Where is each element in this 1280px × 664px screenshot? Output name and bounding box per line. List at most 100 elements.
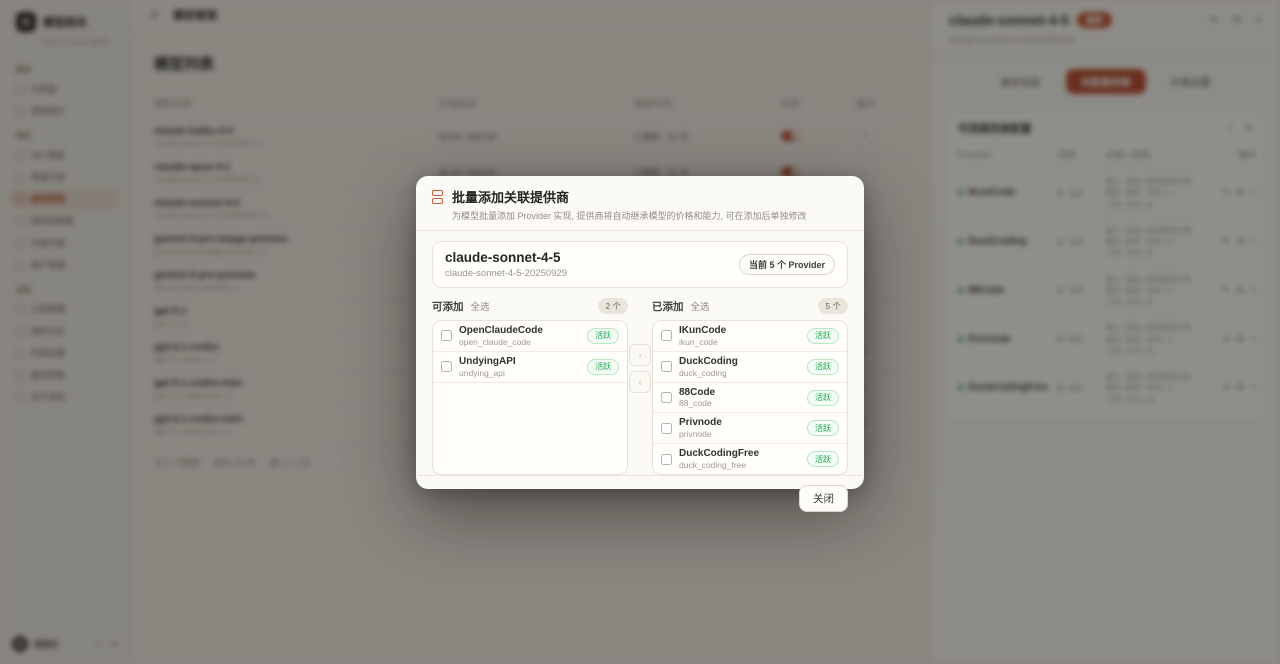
provider-row[interactable]: 88Code 0 · 0.2 输入 / 输出: 继承模型价格 缓存: 继承 · …	[958, 265, 1256, 315]
status-toggle[interactable]	[781, 166, 799, 177]
added-provider-item[interactable]: IKunCode ikun_code 活跃	[653, 321, 847, 352]
tab-linked-providers[interactable]: 关联提供商	[1065, 69, 1146, 94]
provider-row[interactable]: IKunCode 0 · 0.2 输入 / 输出: 继承模型价格 缓存: 继承 …	[958, 168, 1256, 217]
added-provider-item[interactable]: DuckCodingFree duck_coding_free 活跃	[653, 444, 847, 474]
target-model-card: claude-sonnet-4-5 claude-sonnet-4-5-2025…	[432, 241, 848, 288]
sidebar-item[interactable]: 备份恢复	[10, 365, 119, 385]
provider-delete-icon[interactable]: ×	[1250, 333, 1256, 344]
provider-checkbox[interactable]	[661, 361, 672, 373]
sidebar-item[interactable]: 渠道分组	[10, 167, 119, 187]
status-toggle[interactable]	[781, 130, 799, 141]
row-edit-icon[interactable]: ✎	[856, 127, 874, 146]
active-status-badge: 活跃	[587, 327, 619, 344]
provider-checkbox[interactable]	[441, 330, 452, 342]
provider-checkbox[interactable]	[661, 392, 672, 404]
nav-item-icon	[16, 194, 25, 204]
topbar-title: 模型管理	[172, 10, 217, 22]
table-row[interactable]: claude-haiku-4-5 claude-haiku-4-5-202510…	[154, 119, 906, 155]
provider-checkbox[interactable]	[441, 361, 452, 373]
provider-table-header: Provider 倍率 价格 / 说明 操作	[958, 149, 1256, 161]
sidebar-item[interactable]: API 渠道	[10, 145, 119, 165]
available-provider-item[interactable]: UndyingAPI undying_api 活跃	[433, 352, 627, 383]
sidebar-item[interactable]: 操作日志	[10, 321, 119, 341]
nav-item-icon	[16, 238, 25, 248]
provider-copy-icon[interactable]: ⧉	[1237, 284, 1244, 295]
close-button[interactable]: 关闭	[799, 485, 848, 512]
avatar: 管	[12, 636, 28, 652]
provider-row[interactable]: Privnode 0 · 0.2 输入 / 输出: 继承模型价格 缓存: 继承 …	[958, 314, 1256, 363]
sidebar-item[interactable]: 公告管理	[10, 299, 119, 319]
move-right-button[interactable]: ›	[629, 344, 651, 366]
sidebar-item[interactable]: 提供商管理	[10, 211, 119, 231]
provider-edit-icon[interactable]: ✎	[1222, 333, 1231, 344]
tab-basic-info[interactable]: 基本信息	[1000, 78, 1041, 89]
logout-icon[interactable]: ⇥	[109, 638, 117, 649]
batch-add-provider-modal: 批量添加关联提供商 为模型批量添加 Provider 实现, 提供商将自动继承模…	[416, 176, 864, 512]
active-status-badge: 活跃	[807, 420, 839, 437]
available-count-badge: 2 个	[598, 298, 628, 314]
available-select-all[interactable]: 全选	[470, 302, 490, 313]
provider-copy-icon[interactable]: ⧉	[1237, 333, 1244, 344]
sidebar: A 模型网关 Model Gateway 控制台 概览 仪表盘 使用统计 管理	[0, 0, 130, 664]
provider-delete-icon[interactable]: ×	[1250, 284, 1256, 295]
provider-delete-icon[interactable]: ×	[1250, 187, 1256, 198]
available-provider-item[interactable]: OpenClaudeCode open_claude_code 活跃	[433, 321, 627, 352]
active-status-badge: 活跃	[807, 451, 839, 468]
sidebar-item[interactable]: 仪表盘	[10, 79, 119, 99]
sidebar-item[interactable]: 关于系统	[10, 387, 119, 407]
sidebar-item[interactable]: 系统设置	[10, 343, 119, 363]
nav-item-icon	[16, 84, 25, 94]
available-column: 可添加 全选 2 个 OpenClaudeCode open_claude_co…	[432, 298, 628, 475]
provider-copy-icon[interactable]: ⧉	[1237, 236, 1244, 247]
available-provider-list: OpenClaudeCode open_claude_code 活跃 Undyi…	[432, 320, 628, 475]
tab-pricing[interactable]: 价格设置	[1170, 78, 1211, 89]
pagination-per-page[interactable]: 每页 20 条	[214, 457, 257, 468]
row-edit-icon[interactable]: ✎	[856, 163, 874, 182]
theme-toggle-icon[interactable]: ◐	[96, 638, 102, 649]
added-provider-item[interactable]: DuckCoding duck_coding 活跃	[653, 352, 847, 383]
app-subtitle: Model Gateway 控制台	[43, 39, 110, 46]
provider-checkbox[interactable]	[661, 422, 672, 434]
provider-edit-icon[interactable]: ✎	[1222, 382, 1231, 393]
panel-refresh-icon[interactable]: ⟳	[1232, 14, 1242, 26]
sidebar-item[interactable]: 模型管理	[10, 189, 119, 209]
app-name: 模型网关	[43, 17, 87, 29]
copy-icon[interactable]: ⧉	[1067, 35, 1074, 45]
provider-copy-icon[interactable]: ⧉	[1237, 382, 1244, 393]
nav-item-icon	[16, 326, 25, 336]
added-column: 已添加 全选 5 个 IKunCode ikun_code	[652, 298, 848, 475]
modal-title: 批量添加关联提供商	[452, 190, 570, 205]
nav-group-label: 系统	[16, 285, 31, 294]
provider-row[interactable]: DuckCoding 0 · 0.2 输入 / 输出: 继承模型价格 缓存: 继…	[958, 216, 1256, 266]
added-count-badge: 5 个	[818, 298, 848, 314]
target-model-id: claude-sonnet-4-5-20250929	[445, 268, 568, 279]
provider-copy-icon[interactable]: ⧉	[1237, 187, 1244, 198]
panel-model-title: claude-sonnet-4-5	[949, 12, 1069, 28]
panel-edit-icon[interactable]: ✎	[1209, 14, 1218, 26]
next-page-button[interactable]: ›	[324, 453, 343, 471]
provider-row[interactable]: DuckCodingFree 0 · 0.2 输入 / 输出: 继承模型价格 缓…	[958, 363, 1256, 412]
added-provider-item[interactable]: Privnode privnode 活跃	[653, 413, 847, 445]
provider-checkbox[interactable]	[661, 330, 672, 342]
added-select-all[interactable]: 全选	[690, 302, 710, 313]
provider-edit-icon[interactable]: ✎	[1222, 236, 1231, 247]
provider-list-card: 可用提供商配置 + ⟳ Provider 倍率 价格 / 说明 操作 IKunC…	[945, 110, 1266, 423]
added-provider-item[interactable]: 88Code 88_code 活跃	[653, 383, 847, 414]
menu-icon[interactable]: ☰	[150, 9, 159, 21]
provider-checkbox[interactable]	[661, 453, 672, 465]
provider-edit-icon[interactable]: ✎	[1222, 284, 1231, 295]
topbar: ☰ 模型管理	[130, 0, 930, 31]
move-left-button[interactable]: ‹	[629, 371, 651, 393]
provider-delete-icon[interactable]: ×	[1250, 382, 1256, 393]
target-model-name: claude-sonnet-4-5	[445, 250, 561, 265]
sidebar-item[interactable]: 用户管理	[10, 255, 119, 275]
refresh-providers-icon[interactable]: ⟳	[1245, 123, 1253, 134]
sidebar-item[interactable]: 使用统计	[10, 101, 119, 121]
provider-edit-icon[interactable]: ✎	[1222, 187, 1231, 198]
panel-close-icon[interactable]: ×	[1256, 14, 1262, 26]
sidebar-item[interactable]: 价格方案	[10, 233, 119, 253]
add-provider-icon[interactable]: +	[1227, 123, 1234, 134]
provider-delete-icon[interactable]: ×	[1250, 236, 1256, 247]
panel-tabs: 基本信息 关联提供商 价格设置	[931, 57, 1280, 106]
